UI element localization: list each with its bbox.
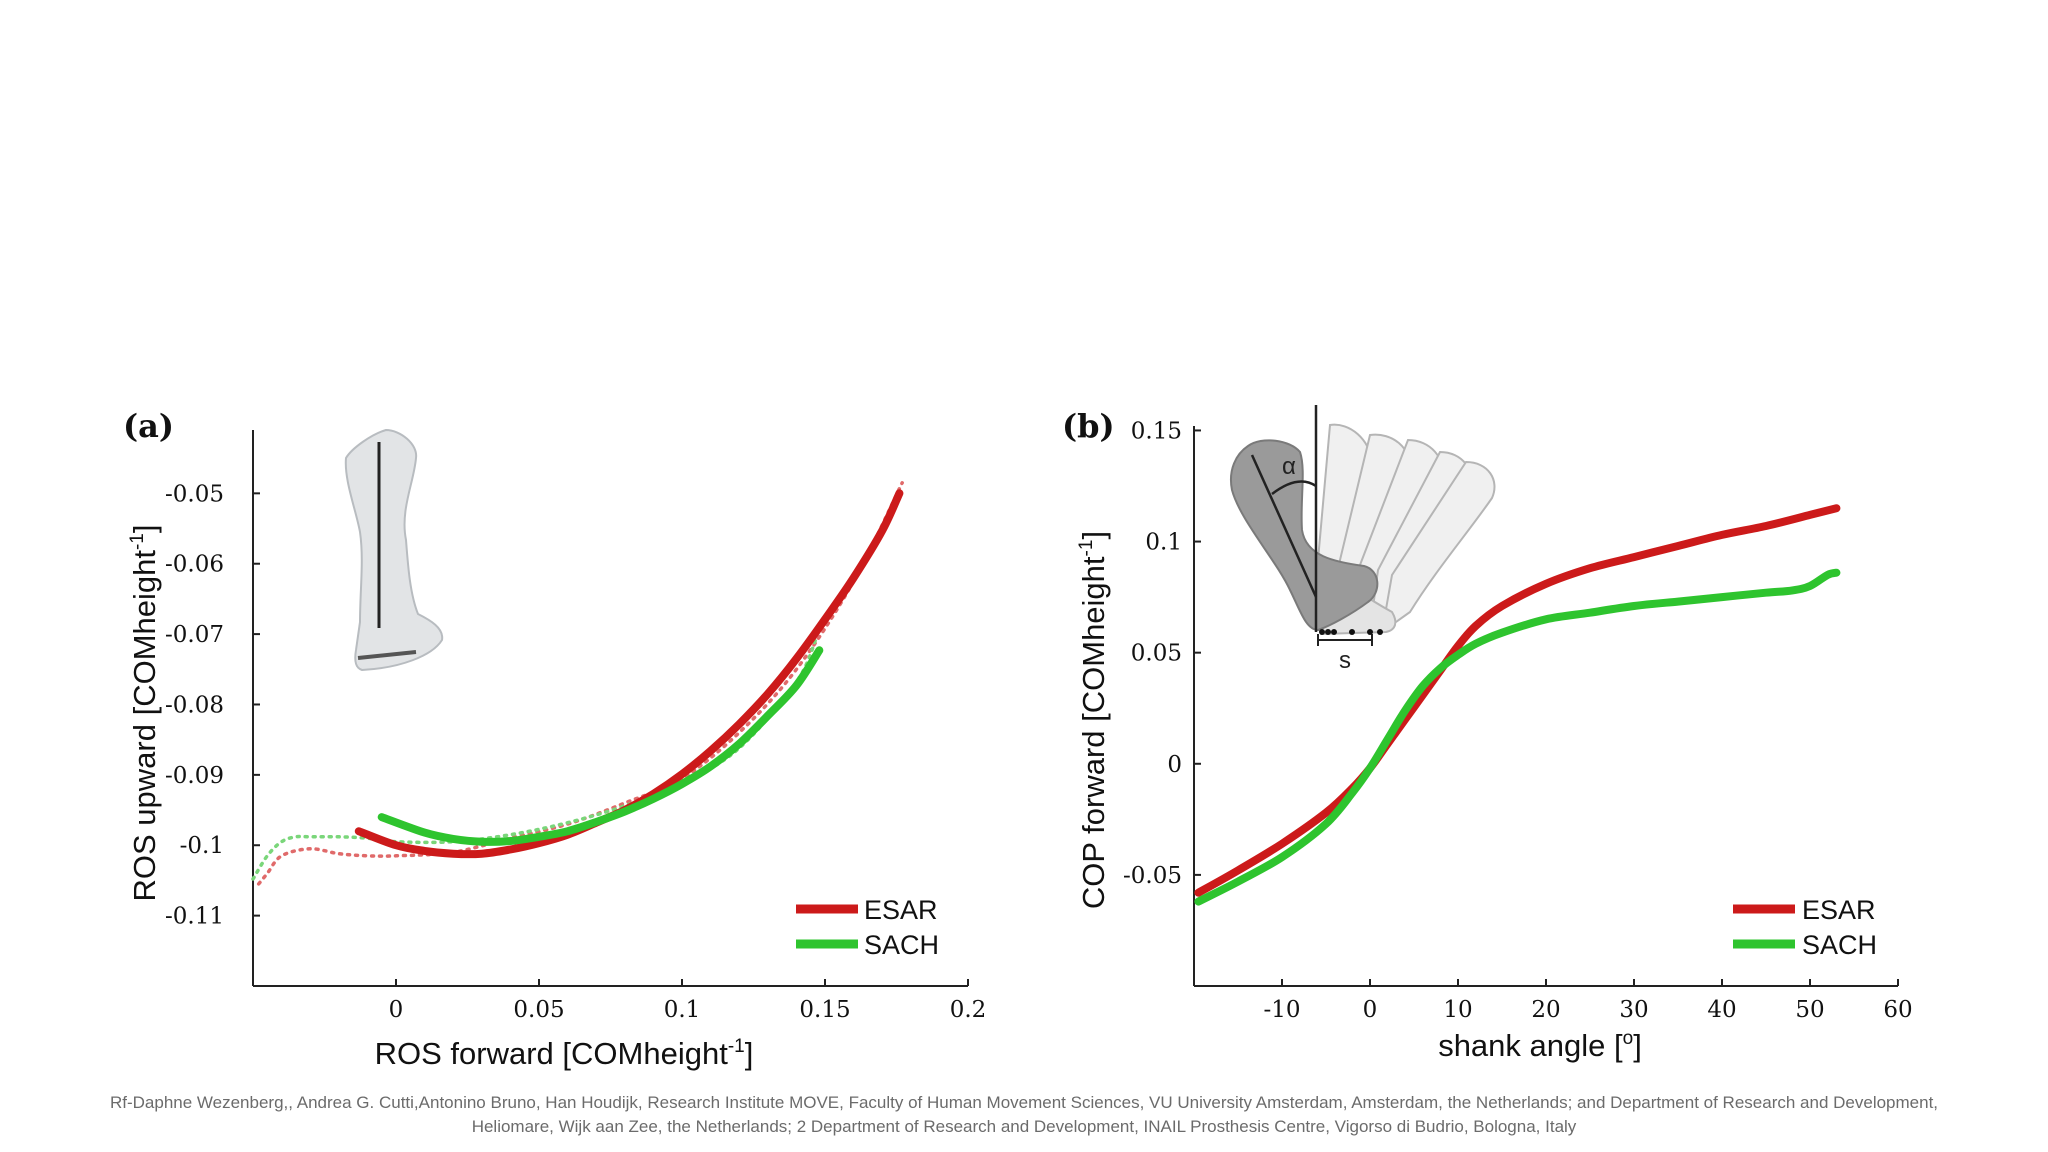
y-tick-label: -0.06	[165, 552, 224, 578]
x-tick-label: 0	[1363, 997, 1378, 1023]
panel-a: (a) 0 0.05 0.1 0.15 0.2 -0.05 -0.06 -0.07 -0.08 -…	[123, 407, 986, 1071]
y-tick-label: 0	[1167, 752, 1182, 778]
x-tick-label: 0	[389, 997, 404, 1023]
legend-label-esar: ESAR	[864, 895, 938, 925]
y-tick-label: 0.1	[1145, 530, 1182, 556]
x-tick-label: 0.05	[513, 997, 564, 1023]
x-tick-label: 20	[1531, 997, 1560, 1023]
x-tick-label: 0.15	[799, 997, 850, 1023]
foot-rollover-inset-icon: α s	[1230, 405, 1496, 674]
panel-a-xlabel: ROS forward [COMheight-1]	[375, 1036, 754, 1071]
panel-a-legend: ESAR SACH	[796, 895, 939, 960]
x-tick-label: 40	[1707, 997, 1736, 1023]
series-sach	[377, 646, 824, 846]
series-esar-dotted	[256, 481, 904, 886]
citation-line-1: Rf-Daphne Wezenberg,, Andrea G. Cutti,An…	[109, 1093, 1939, 1112]
x-tick-label: 30	[1619, 997, 1648, 1023]
y-tick-label: -0.09	[165, 763, 224, 789]
y-tick-label: -0.11	[165, 904, 224, 930]
panel-b-axes: -10 0 10 20 30 40 50 60 0.15 0.1 0.05 0 -0.05	[1123, 418, 1913, 1023]
legend-label-esar-b: ESAR	[1802, 895, 1876, 925]
y-tick-label: 0.05	[1131, 641, 1182, 667]
x-tick-label: -10	[1263, 997, 1300, 1023]
legend-label-sach: SACH	[864, 930, 939, 960]
panel-b-ylabel: COP forward [COMheight-1]	[1076, 531, 1111, 909]
citation: Rf-Daphne Wezenberg,, Andrea G. Cutti,An…	[40, 1091, 2008, 1139]
y-tick-label: -0.07	[165, 622, 224, 648]
panel-b-label: (b)	[1062, 407, 1115, 445]
x-tick-label: 50	[1795, 997, 1824, 1023]
citation-line-2: Heliomare, Wijk aan Zee, the Netherlands…	[471, 1117, 1577, 1136]
series-sach	[1194, 568, 1841, 906]
panel-b: (b) α s -10 0 10 20 30 40 50 60 0.15 0.1 0.05 0 -0.0…	[1062, 405, 1913, 1063]
panel-a-label: (a)	[123, 407, 174, 445]
series-esar	[1194, 504, 1841, 897]
legend-label-sach-b: SACH	[1802, 930, 1877, 960]
panel-a-ylabel: ROS upward [COMheight-1]	[127, 524, 162, 901]
inset-alpha-label: α	[1282, 453, 1296, 480]
y-tick-label: -0.08	[165, 692, 224, 718]
y-tick-label: -0.05	[1123, 863, 1182, 889]
panel-a-axes: 0 0.05 0.1 0.15 0.2 -0.05 -0.06 -0.07 -0.08 -0.09…	[165, 430, 986, 1023]
x-tick-label: 0.1	[664, 997, 701, 1023]
y-tick-label: 0.15	[1131, 418, 1182, 444]
y-tick-label: -0.1	[180, 833, 224, 859]
x-tick-label: 60	[1883, 997, 1912, 1023]
panel-b-legend: ESAR SACH	[1733, 895, 1877, 960]
panel-a-series	[251, 481, 904, 886]
inset-s-label: s	[1339, 647, 1351, 674]
panel-b-series	[1194, 504, 1841, 906]
x-tick-label: 0.2	[950, 997, 987, 1023]
panel-b-xlabel: shank angle [o]	[1438, 1028, 1642, 1063]
leg-inset-icon	[344, 428, 444, 672]
y-tick-label: -0.05	[165, 481, 224, 507]
x-tick-label: 10	[1443, 997, 1472, 1023]
